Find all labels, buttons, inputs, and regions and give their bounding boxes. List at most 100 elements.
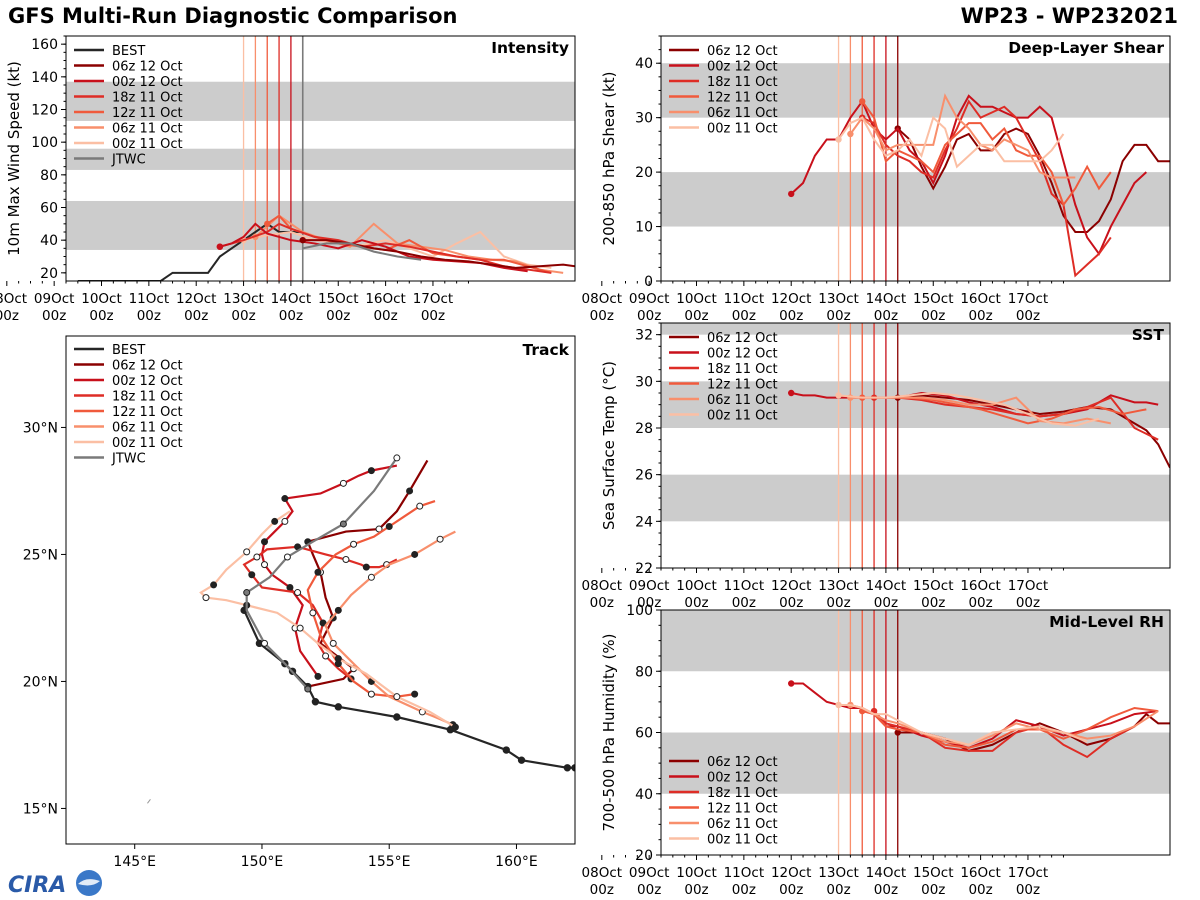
track-legend-label: 06z 11 Oct [112,421,183,436]
track-point [286,583,294,591]
intensity-xtick-label: 09Oct [34,291,75,307]
sst-band [661,323,1170,335]
sst-init-point [835,392,842,399]
track-series-12z-11-oct [306,500,436,698]
track-ytick-label: 15°N [23,801,58,817]
track-point [283,553,291,561]
intensity-xtick-label: 11Oct [129,291,170,307]
intensity-xtick-hour: 00z [184,308,208,324]
rh-init-point [835,701,842,709]
sst-xtick-hour: 00z [826,595,850,611]
rh-xtick-label: 12Oct [771,865,812,881]
shear-xtick-hour: 00z [732,308,756,324]
intensity-init-point [216,243,224,250]
intensity-series-jtwc [302,242,422,261]
shear-xtick-hour: 00z [637,308,661,324]
intensity-xtick-label: 14Oct [271,291,312,307]
shear-xtick-label: 14Oct [866,291,907,307]
rh-init-point [788,680,795,687]
track-point [329,639,337,647]
rh-legend-label: 12z 11 Oct [707,802,778,817]
track-legend-label: 18z 11 Oct [112,390,183,405]
sst-xtick-label: 09Oct [629,578,670,594]
shear-series-06z-11-oct [849,93,1076,179]
rh-legend-label: 18z 11 Oct [707,786,778,801]
rh-xtick-hour: 00z [921,882,945,898]
rh-xtick-label: 17Oct [1008,865,1049,881]
sst-series-00z-11-oct [838,391,1100,427]
rh-xtick-label: 16Oct [960,865,1001,881]
sst-band [661,381,1170,428]
sst-ylabel: Sea Surface Temp (°C) [600,361,618,530]
shear-init-point [835,136,842,143]
track-point [309,609,317,617]
shear-xtick-label: 15Oct [913,291,954,307]
sst-band [661,474,1170,522]
track-title: Track [523,341,570,359]
shear-ytick-label: 40 [635,56,653,72]
sst-xtick-label: 13Oct [818,578,859,594]
shear-xtick-label: 11Oct [724,291,765,307]
shear-xtick-label: 09Oct [629,291,670,307]
shear-ytick-label: 0 [644,274,653,290]
track-xtick-label: 160°E [495,854,538,870]
track-point [385,523,393,530]
intensity-series-18z-11-oct [219,222,552,274]
sst-xtick-label: 17Oct [1008,578,1049,594]
intensity-legend-label: 00z 12 Oct [112,75,183,90]
sst-ytick-label: 24 [635,514,653,530]
track-point [367,690,375,698]
shear-series-00z-12-oct [790,94,1148,256]
track-point [243,589,251,597]
rh-ytick-label: 40 [635,787,653,803]
intensity-xtick-label: 17Oct [413,291,454,307]
rh-xtick-hour: 00z [684,882,708,898]
rh-xtick-label: 14Oct [866,865,907,881]
intensity-panel: 2040608010012014016008Oct00z09Oct00z10Oc… [0,35,576,324]
track-series-jtwc [245,457,398,690]
shear-xtick-hour: 00z [874,308,898,324]
track-point [281,517,289,525]
sst-xtick-hour: 00z [1016,595,1040,611]
shear-series-18z-11-oct [861,99,1112,278]
track-point [350,540,358,548]
sst-xtick-hour: 00z [590,595,614,611]
track-point [314,568,322,576]
shear-legend-label: 00z 12 Oct [707,60,778,75]
intensity-xtick-hour: 00z [279,308,303,324]
rh-series-18z-11-oct [873,710,1135,759]
shear-xtick-hour: 00z [779,308,803,324]
rh-xtick-label: 13Oct [818,865,859,881]
shear-legend-label: 12z 11 Oct [707,91,778,106]
sst-xtick-label: 10Oct [676,578,717,594]
intensity-legend-label: 06z 12 Oct [112,60,183,75]
shear-band [661,172,1170,227]
track-point [334,703,343,711]
shear-xtick-label: 10Oct [676,291,717,307]
rh-init-point [894,729,901,736]
track-point [314,672,322,680]
rh-legend-label: 06z 12 Oct [707,755,778,770]
shear-xtick-label: 13Oct [818,291,859,307]
intensity-xtick-hour: 00z [373,308,397,324]
track-point [393,693,401,701]
intensity-xtick-label: 10Oct [81,291,122,307]
rh-ytick-label: 20 [635,848,653,864]
track-point [411,690,419,698]
intensity-xtick-label: 12Oct [176,291,217,307]
shear-ylabel: 200-850 hPa Shear (kt) [600,72,618,246]
intensity-legend-label: BEST [112,44,145,59]
island-mark [147,799,151,804]
intensity-ytick-label: 140 [31,70,58,86]
intensity-xtick-label: 13Oct [223,291,264,307]
shear-series-00z-11-oct [837,115,1065,169]
sst-legend-label: 00z 11 Oct [707,409,778,424]
sst-ytick-label: 32 [635,328,653,344]
track-point [393,454,401,462]
sst-title: SST [1132,326,1165,344]
track-point [311,698,320,706]
sst-legend-label: 06z 12 Oct [707,331,778,346]
intensity-ylabel: 10m Max Wind Speed (kt) [5,61,23,256]
track-point [210,581,218,589]
rh-plot-area [661,610,1170,855]
